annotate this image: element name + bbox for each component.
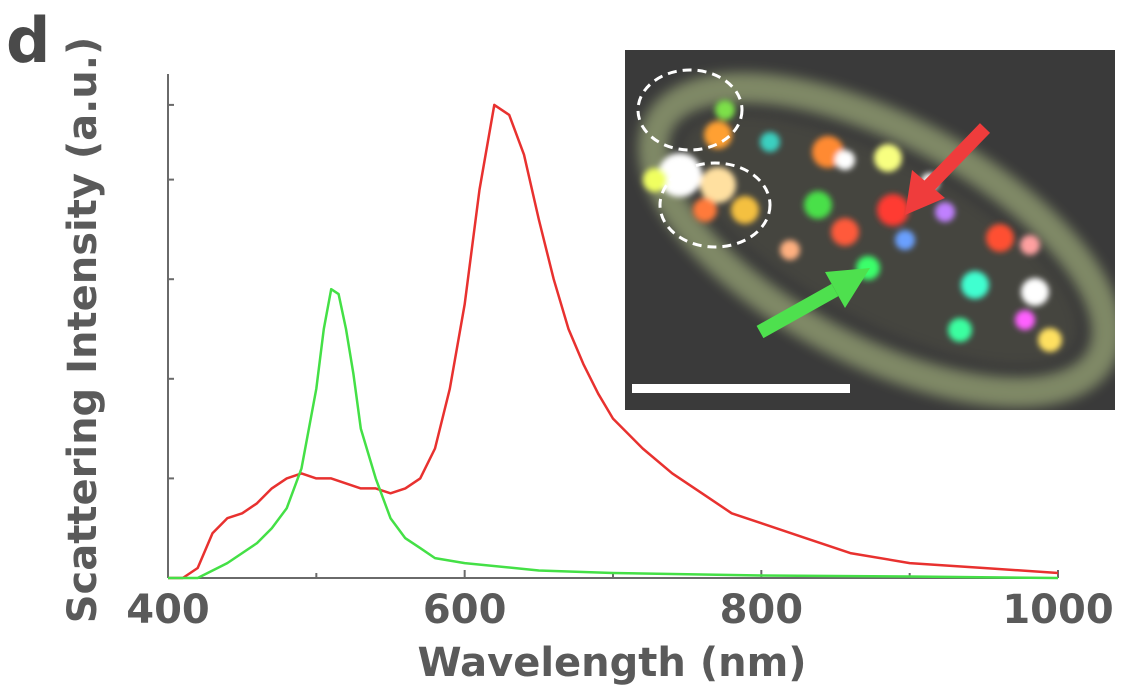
x-tick-label: 1000 <box>1002 587 1113 633</box>
x-tick-label: 400 <box>126 587 210 633</box>
green-arrow <box>756 268 870 339</box>
dashed-circle-highlight <box>658 161 772 249</box>
x-tick-label: 800 <box>720 587 804 633</box>
scale-bar <box>632 384 850 393</box>
inset-microscopy-image <box>625 50 1115 410</box>
x-axis-label: Wavelength (nm) <box>417 640 806 686</box>
series-layer <box>168 103 1059 580</box>
y-axis-label: Scattering Intensity (a.u.) <box>60 37 106 624</box>
dashed-circle-highlight <box>636 68 744 152</box>
cell-body <box>632 68 1115 408</box>
axes: 400 600 800 1000 <box>126 74 1114 633</box>
panel-label: d <box>6 4 50 77</box>
x-tick-label: 600 <box>423 587 507 633</box>
series-line-green <box>168 287 1059 580</box>
series-line-red <box>168 103 1059 580</box>
red-arrow <box>905 123 991 215</box>
